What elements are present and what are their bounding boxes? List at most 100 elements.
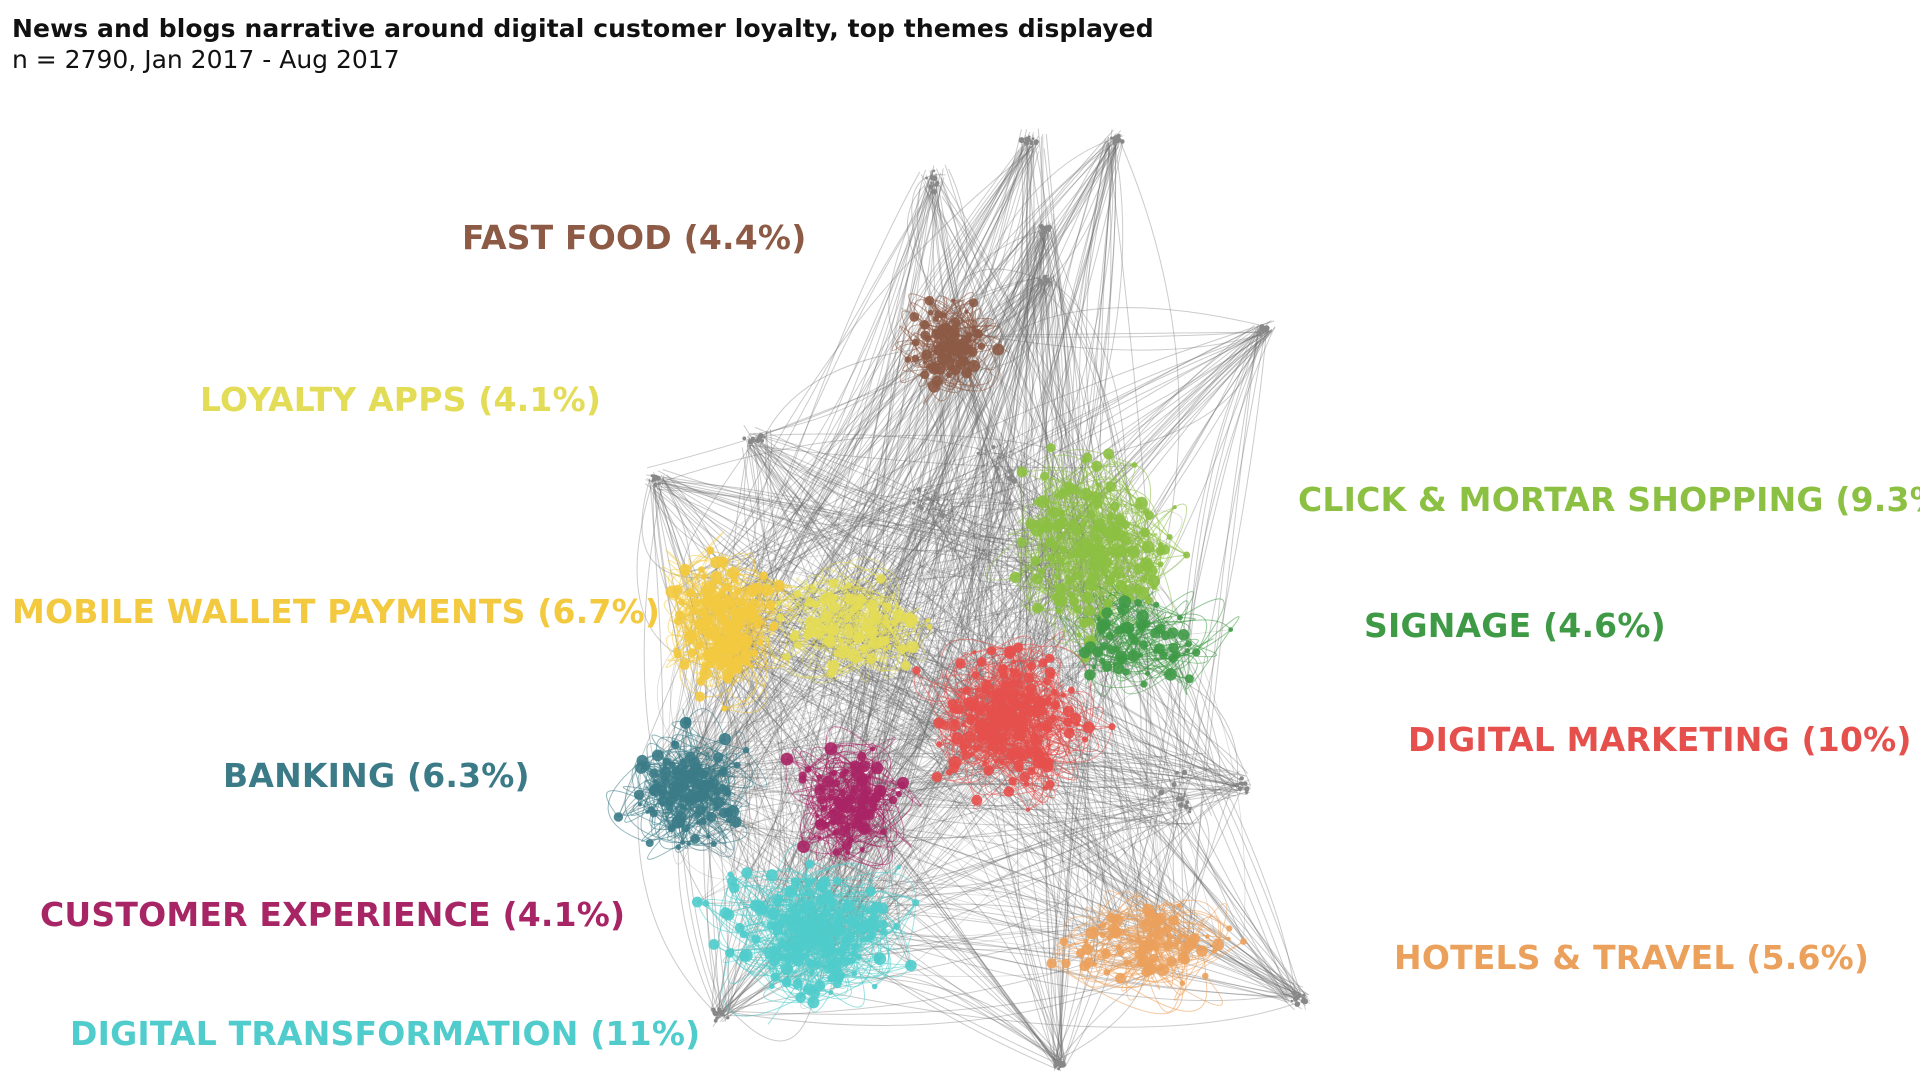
network-node xyxy=(706,811,717,823)
network-node xyxy=(1196,945,1208,957)
network-edge xyxy=(891,316,926,352)
network-node xyxy=(784,956,792,964)
network-node xyxy=(1067,686,1075,694)
network-edge xyxy=(795,879,1309,996)
network-edge xyxy=(703,731,747,793)
network-node xyxy=(1144,596,1153,605)
network-node xyxy=(961,751,971,760)
network-node xyxy=(831,965,841,975)
network-edge xyxy=(1094,959,1186,983)
network-node xyxy=(931,771,943,783)
network-node xyxy=(1134,936,1142,944)
network-node xyxy=(723,617,731,625)
network-edge xyxy=(715,222,1052,657)
network-node xyxy=(668,761,676,769)
network-node xyxy=(809,971,814,976)
network-edge xyxy=(755,433,1076,491)
network-node xyxy=(1258,330,1262,333)
network-node xyxy=(814,980,826,992)
network-node xyxy=(1188,806,1192,811)
network-node xyxy=(948,756,962,769)
network-node xyxy=(748,663,754,669)
network-node xyxy=(1106,934,1112,940)
network-node xyxy=(903,612,916,626)
network-edge xyxy=(935,174,1015,686)
network-node xyxy=(773,579,785,591)
network-edge xyxy=(933,367,1307,1010)
network-node xyxy=(730,816,742,828)
network-node xyxy=(709,581,715,586)
network-node xyxy=(1072,528,1081,537)
network-node xyxy=(722,667,735,680)
network-edge xyxy=(676,274,1045,598)
network-node xyxy=(795,931,801,937)
network-edge xyxy=(952,140,1113,301)
network-edge xyxy=(909,302,947,330)
network-edge xyxy=(731,969,1164,1015)
network-node xyxy=(1096,616,1102,622)
network-edge xyxy=(718,880,787,984)
network-node xyxy=(1153,647,1160,654)
network-edge xyxy=(814,330,1268,942)
network-node xyxy=(1047,507,1052,513)
network-edge xyxy=(1101,627,1158,928)
network-edge xyxy=(1089,663,1145,715)
network-node xyxy=(851,822,859,829)
network-node xyxy=(1048,280,1052,284)
network-node xyxy=(773,924,782,933)
network-node xyxy=(968,350,974,356)
network-edge xyxy=(1053,941,1087,955)
network-node xyxy=(1046,958,1057,969)
network-node xyxy=(807,958,813,965)
network-node xyxy=(1115,944,1122,951)
network-node xyxy=(1032,695,1044,707)
network-node xyxy=(1074,570,1085,581)
network-edge xyxy=(755,136,1039,906)
network-node xyxy=(894,604,899,609)
network-edge xyxy=(795,188,938,913)
network-edge xyxy=(759,642,1304,999)
network-node xyxy=(830,925,835,930)
network-edge xyxy=(863,814,1164,909)
network-node xyxy=(1015,729,1027,742)
network-node xyxy=(922,360,927,365)
network-edge xyxy=(682,140,1120,820)
network-edge xyxy=(676,770,1114,930)
network-node xyxy=(839,825,851,837)
network-node xyxy=(1046,224,1052,231)
network-edge xyxy=(1184,331,1258,960)
network-node xyxy=(845,850,850,855)
network-node xyxy=(1244,786,1250,792)
network-edge xyxy=(991,467,1059,578)
network-edge xyxy=(815,292,1045,605)
network-node xyxy=(681,824,690,833)
network-node xyxy=(1183,934,1189,940)
network-node xyxy=(1019,771,1030,783)
network-node xyxy=(871,808,876,813)
network-node xyxy=(761,584,774,597)
network-node xyxy=(1042,232,1046,237)
network-edge xyxy=(1010,651,1050,810)
network-edge xyxy=(990,653,1028,743)
network-node xyxy=(698,817,707,825)
network-node xyxy=(951,298,956,303)
network-node xyxy=(841,803,852,814)
network-node xyxy=(783,976,791,985)
network-edge xyxy=(716,145,1109,809)
network-node xyxy=(1032,740,1039,748)
network-node xyxy=(836,926,846,936)
network-edge xyxy=(1004,138,1119,718)
theme-label-fast-food: FAST FOOD (4.4%) xyxy=(462,218,807,257)
network-edge xyxy=(701,496,934,602)
network-node xyxy=(1082,452,1093,463)
network-edge xyxy=(676,766,1177,829)
network-node xyxy=(1156,963,1170,976)
network-edge xyxy=(656,478,1095,551)
network-node xyxy=(1057,1067,1061,1071)
network-node xyxy=(1166,956,1177,967)
network-node xyxy=(780,752,794,766)
network-node xyxy=(861,626,866,631)
network-node xyxy=(1055,607,1063,615)
network-edge xyxy=(1170,616,1240,675)
network-node xyxy=(1056,489,1067,500)
